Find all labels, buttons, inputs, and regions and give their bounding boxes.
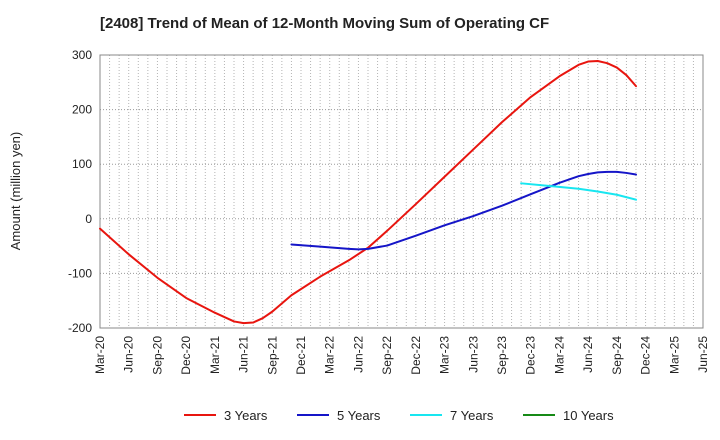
y-tick-label: 100 [72, 157, 92, 171]
y-tick-label: -100 [68, 266, 92, 280]
x-tick-label: Jun-21 [237, 336, 251, 373]
y-axis-label: Amount (million yen) [8, 132, 23, 251]
x-tick-label: Jun-23 [466, 336, 480, 373]
chart-title: [2408] Trend of Mean of 12-Month Moving … [100, 15, 549, 32]
y-tick-label: 200 [72, 103, 92, 117]
x-tick-label: Dec-24 [639, 336, 653, 375]
legend: 3 Years 5 Years 7 Years 10 Years [184, 408, 614, 423]
series-line-3-years [99, 60, 637, 325]
x-tick-label: Sep-22 [380, 336, 394, 375]
x-tick-label: Jun-24 [581, 336, 595, 373]
x-tick-label: Sep-23 [495, 336, 509, 375]
x-tick-label: Mar-21 [208, 336, 222, 374]
x-tick-label: Jun-25 [696, 336, 710, 373]
x-tick-label: Jun-22 [351, 336, 365, 373]
legend-label: 5 Years [337, 408, 381, 423]
legend-label: 3 Years [224, 408, 268, 423]
x-tick-label: Sep-21 [265, 336, 279, 375]
x-tick-label: Mar-22 [323, 336, 337, 374]
x-tick-label: Sep-24 [610, 336, 624, 375]
legend-label: 7 Years [450, 408, 494, 423]
y-tick-label: -200 [68, 321, 92, 335]
x-tick-label: Dec-23 [524, 336, 538, 375]
series-line-7-years [520, 182, 637, 201]
x-tick-label: Mar-24 [552, 336, 566, 374]
x-tick-label: Dec-22 [409, 336, 423, 375]
y-tick-label: 0 [85, 212, 92, 226]
x-tick-label: Dec-20 [179, 336, 193, 375]
x-tick-label: Dec-21 [294, 336, 308, 375]
y-tick-label: 300 [72, 48, 92, 62]
plot-area-border [99, 54, 704, 329]
x-tick-label: Mar-25 [667, 336, 681, 374]
x-tick-label: Mar-23 [438, 336, 452, 374]
x-tick-label: Jun-20 [122, 336, 136, 373]
x-tick-label: Mar-20 [93, 336, 107, 374]
x-tick-label: Sep-20 [150, 336, 164, 375]
series-line-5-years [290, 170, 637, 251]
legend-label: 10 Years [563, 408, 614, 423]
